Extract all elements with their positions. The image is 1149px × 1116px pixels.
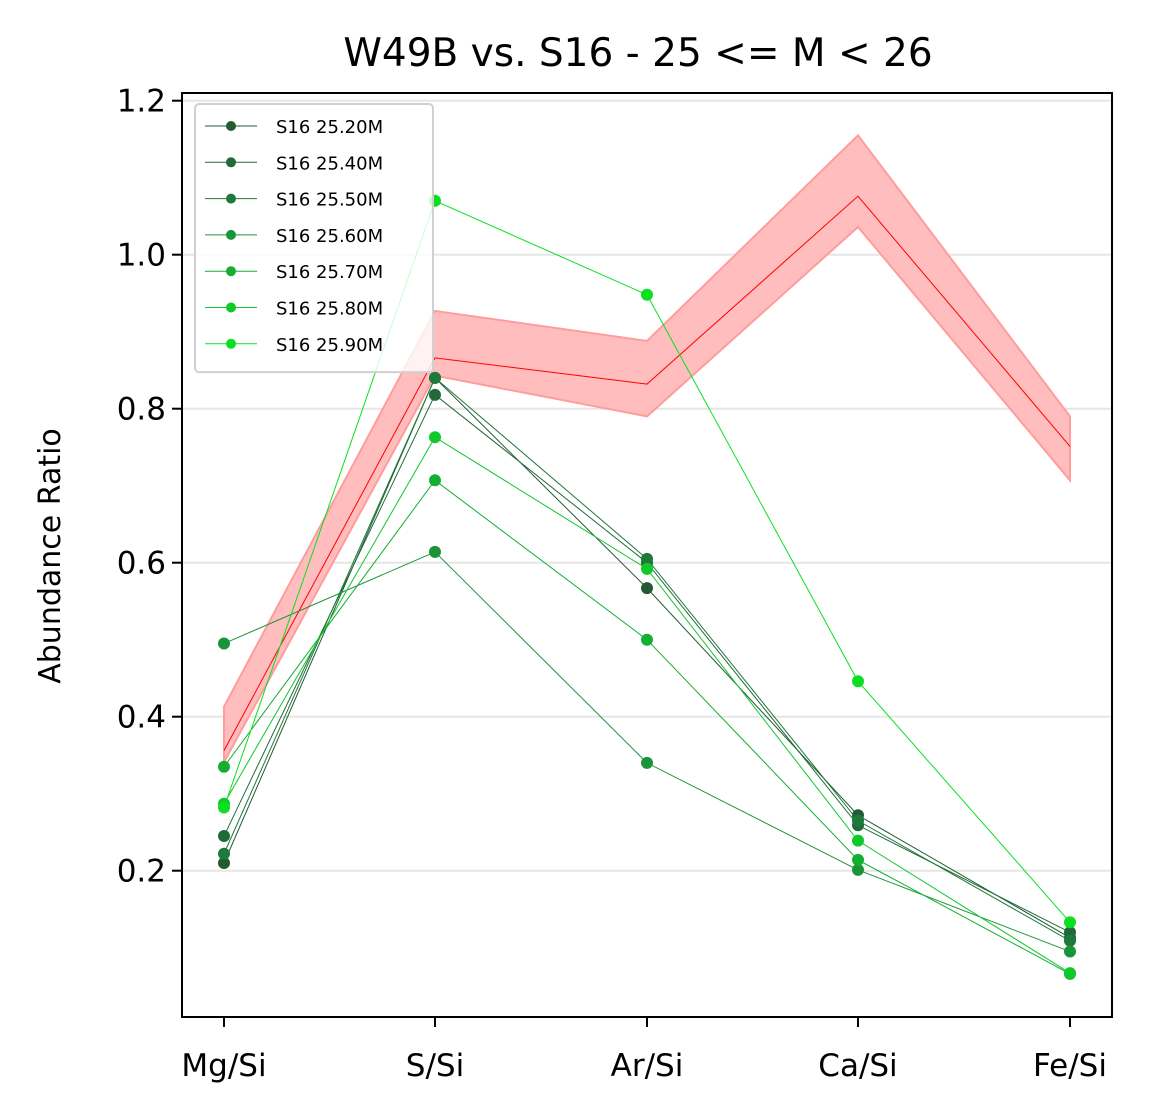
y-axis-title: Abundance Ratio bbox=[33, 428, 68, 684]
data-point bbox=[429, 371, 441, 384]
y-tick-label: 0.6 bbox=[117, 546, 166, 582]
series-layer bbox=[218, 194, 1076, 980]
y-tick-label: 0.4 bbox=[117, 700, 166, 736]
legend-marker bbox=[226, 193, 236, 204]
x-tick-label: Mg/Si bbox=[181, 1048, 266, 1084]
legend-entry: S16 25.70M bbox=[205, 262, 383, 283]
data-point bbox=[1064, 926, 1076, 939]
data-point bbox=[218, 637, 230, 650]
legend-entry: S16 25.40M bbox=[205, 153, 383, 174]
legend-label: S16 25.90M bbox=[276, 335, 383, 356]
legend-entry: S16 25.80M bbox=[205, 299, 383, 320]
data-point bbox=[429, 431, 441, 444]
y-tick-label: 0.8 bbox=[117, 392, 166, 428]
y-tick-label: 0.2 bbox=[117, 854, 166, 890]
legend-marker bbox=[226, 157, 236, 168]
data-point bbox=[641, 288, 653, 301]
data-point bbox=[218, 760, 230, 773]
legend-label: S16 25.50M bbox=[276, 190, 383, 211]
data-point bbox=[641, 562, 653, 575]
data-point bbox=[852, 863, 864, 876]
x-tick-label: Fe/Si bbox=[1033, 1048, 1107, 1084]
legend-label: S16 25.80M bbox=[276, 299, 383, 320]
reference-band-layer bbox=[223, 133, 1071, 763]
legend-entry: S16 25.60M bbox=[205, 226, 383, 247]
data-point bbox=[218, 801, 230, 814]
chart-title: W49B vs. S16 - 25 <= M < 26 bbox=[343, 31, 932, 76]
series-3 bbox=[218, 371, 1076, 947]
legend: S16 25.20M S16 25.40M S16 25.50M S16 25.60M… bbox=[194, 103, 434, 374]
data-point bbox=[1064, 934, 1076, 947]
x-tick-label: S/Si bbox=[406, 1048, 464, 1084]
data-point bbox=[641, 582, 653, 595]
legend-marker bbox=[226, 302, 236, 313]
legend-marker bbox=[226, 121, 236, 131]
y-tick-label: 1.2 bbox=[117, 84, 166, 120]
legend-marker bbox=[226, 229, 236, 240]
legend-label: S16 25.40M bbox=[276, 153, 383, 174]
data-point bbox=[641, 756, 653, 769]
data-point bbox=[1064, 967, 1076, 980]
legend-marker bbox=[226, 266, 236, 277]
data-point bbox=[852, 814, 864, 827]
y-tick-label: 1.0 bbox=[117, 238, 166, 274]
legend-label: S16 25.70M bbox=[276, 262, 383, 283]
data-point bbox=[852, 675, 864, 688]
legend-label: S16 25.60M bbox=[276, 226, 383, 247]
legend-label: S16 25.20M bbox=[276, 117, 383, 138]
legend-entry: S16 25.90M bbox=[205, 335, 383, 356]
legend-entry: S16 25.20M bbox=[205, 117, 383, 138]
data-point bbox=[1064, 916, 1076, 929]
data-point bbox=[429, 388, 441, 401]
data-point bbox=[218, 857, 230, 869]
x-tick-label: Ca/Si bbox=[818, 1048, 897, 1084]
data-point bbox=[1064, 945, 1076, 958]
legend-marker bbox=[226, 338, 236, 349]
reference-band bbox=[223, 133, 1071, 763]
data-point bbox=[218, 847, 230, 860]
data-point bbox=[429, 545, 441, 558]
axis-layer: 0.2 0.4 0.6 0.8 1.0 1.2 Mg/Si S/Si Ar/Si Ca/Si Fe/… bbox=[117, 84, 1107, 1084]
data-point bbox=[218, 830, 230, 843]
data-point bbox=[641, 633, 653, 646]
data-point bbox=[852, 853, 864, 866]
x-tick-label: Ar/Si bbox=[611, 1048, 684, 1084]
data-point bbox=[429, 474, 441, 487]
data-point bbox=[852, 834, 864, 847]
legend-entry: S16 25.50M bbox=[205, 190, 383, 211]
series-4 bbox=[218, 545, 1076, 958]
reference-line bbox=[223, 195, 1071, 751]
legend-box bbox=[194, 103, 434, 374]
data-point bbox=[641, 552, 653, 565]
